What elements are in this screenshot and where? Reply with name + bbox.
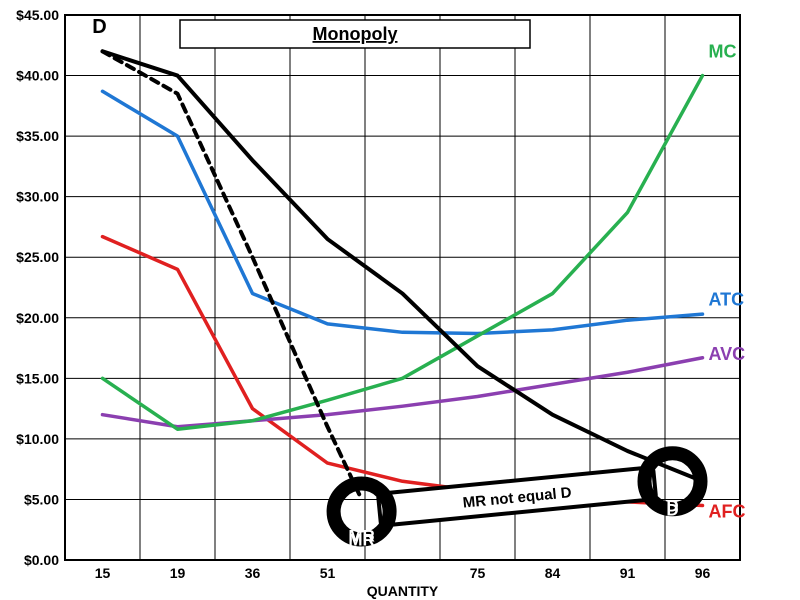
- series-label-mc: MC: [709, 41, 737, 61]
- x-tick-label: 91: [620, 565, 636, 581]
- y-tick-label: $10.00: [16, 431, 59, 447]
- x-tick-label: 84: [545, 565, 561, 581]
- x-tick-label: 96: [695, 565, 711, 581]
- x-tick-label: 15: [95, 565, 111, 581]
- y-tick-label: $15.00: [16, 370, 59, 386]
- y-tick-label: $30.00: [16, 189, 59, 205]
- x-tick-label: 51: [320, 565, 336, 581]
- callout-ring-label-d: D: [666, 500, 678, 519]
- x-tick-label: 36: [245, 565, 261, 581]
- monopoly-cost-chart: $0.00 $5.00 $10.00 $15.00 $20.00 $25.00 $30.00…: [0, 0, 800, 600]
- d-top-label: D: [92, 16, 106, 38]
- y-tick-label: $5.00: [24, 491, 59, 507]
- series-label-atc: ATC: [709, 290, 745, 310]
- chart-title: Monopoly: [313, 24, 398, 44]
- x-axis-label: QUANTITY: [367, 583, 439, 599]
- callout-ring-label-mr: MR: [348, 531, 374, 550]
- y-tick-label: $25.00: [16, 249, 59, 265]
- y-tick-label: $40.00: [16, 68, 59, 84]
- series-label-avc: AVC: [709, 344, 746, 364]
- y-tick-label: $20.00: [16, 310, 59, 326]
- y-tick-label: $45.00: [16, 7, 59, 23]
- y-tick-label: $35.00: [16, 128, 59, 144]
- chart-svg: $0.00 $5.00 $10.00 $15.00 $20.00 $25.00 $30.00…: [0, 0, 800, 600]
- series-label-afc: AFC: [709, 502, 746, 522]
- y-tick-label: $0.00: [24, 552, 59, 568]
- x-tick-label: 75: [470, 565, 486, 581]
- x-tick-label: 19: [170, 565, 186, 581]
